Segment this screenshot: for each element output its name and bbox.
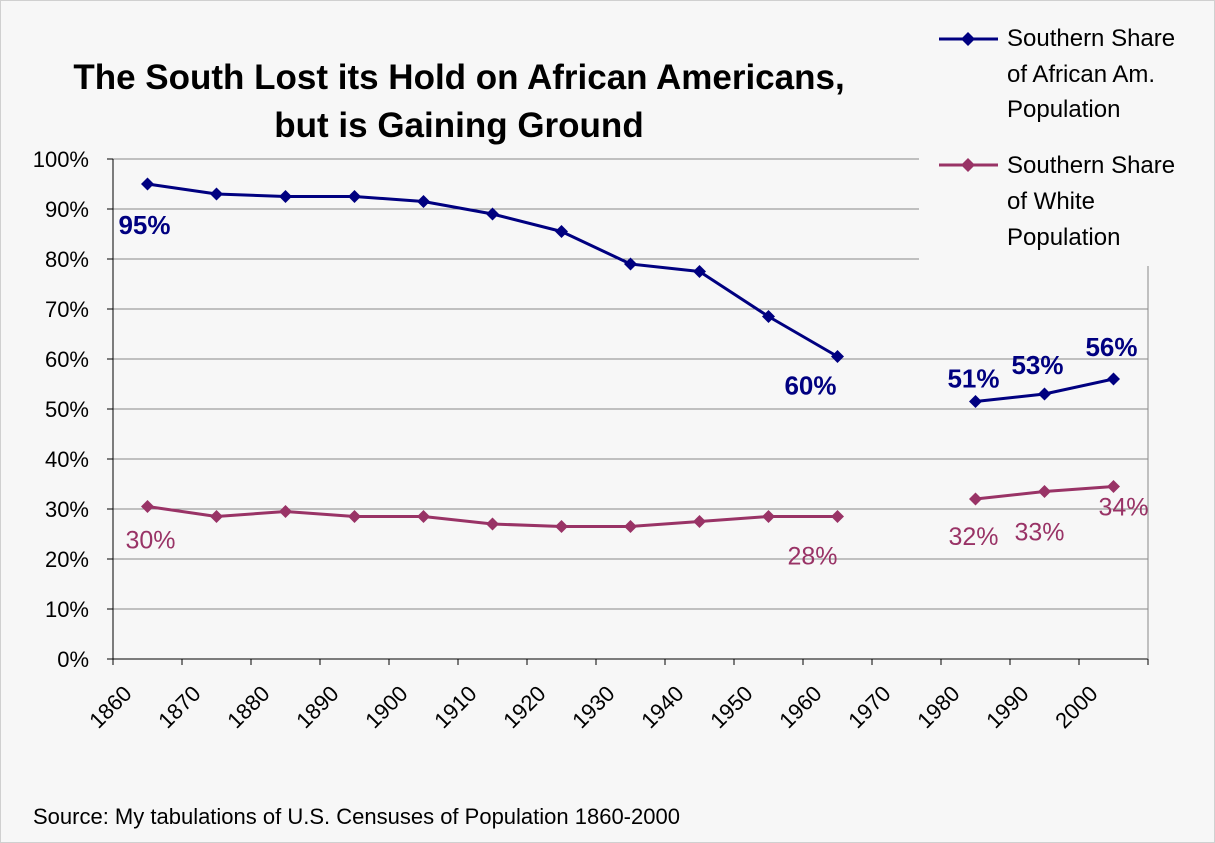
data-point-marker (417, 510, 430, 523)
y-tick-label: 10% (45, 597, 89, 622)
y-tick-label: 100% (33, 147, 89, 172)
y-tick-label: 40% (45, 447, 89, 472)
x-tick-label: 1960 (774, 681, 826, 733)
y-tick-label: 80% (45, 247, 89, 272)
data-point-marker (831, 510, 844, 523)
data-point-marker (762, 310, 775, 323)
x-tick-label: 1910 (429, 681, 481, 733)
x-tick-label: 1990 (981, 681, 1033, 733)
data-point-marker (486, 517, 499, 531)
x-tick-label: 1970 (843, 681, 895, 733)
data-point-marker (624, 257, 637, 271)
data-point-marker (141, 500, 154, 513)
x-tick-label: 1920 (498, 681, 550, 733)
y-tick-label: 60% (45, 347, 89, 372)
data-label: 95% (118, 210, 170, 240)
y-tick-label: 0% (57, 647, 89, 672)
legend-label-african-american-line2: of African Am. (1007, 61, 1155, 88)
data-point-marker (486, 207, 499, 221)
data-labels: 95% 60% 51% 53% 56% 30% 28% 32% 33% 34% (118, 210, 1148, 571)
x-tick-label: 1890 (291, 681, 343, 733)
legend-label-african-american-line3: Population (1007, 96, 1120, 123)
data-point-marker (279, 190, 292, 203)
series-1 (141, 480, 1120, 533)
legend-label-african-american-line1: Southern Share (1007, 25, 1175, 52)
y-tick-label: 90% (45, 197, 89, 222)
data-point-marker (762, 510, 775, 523)
series (141, 177, 1120, 533)
data-point-marker (210, 187, 223, 201)
axes (112, 159, 1149, 660)
data-point-marker (555, 225, 568, 238)
source-note: Source: My tabulations of U.S. Censuses … (33, 804, 680, 829)
data-label: 32% (948, 523, 998, 551)
x-tick-label: 1930 (567, 681, 619, 733)
data-point-marker (417, 195, 430, 208)
data-point-marker (693, 265, 706, 278)
legend-label-white-line3: Population (1007, 224, 1120, 251)
data-point-marker (279, 505, 292, 518)
x-tick-label: 1900 (360, 681, 412, 733)
data-label: 51% (947, 364, 999, 394)
x-tick-label: 1870 (153, 681, 205, 733)
data-label: 28% (787, 543, 837, 571)
data-point-marker (969, 492, 982, 506)
x-tick-label: 1950 (705, 681, 757, 733)
data-point-marker (1107, 372, 1120, 386)
y-tick-label: 20% (45, 547, 89, 572)
data-point-marker (969, 395, 982, 408)
x-tick-label: 2000 (1050, 681, 1102, 733)
data-label: 53% (1011, 350, 1063, 380)
legend-label-white-line1: Southern Share (1007, 152, 1175, 179)
x-tick-label: 1980 (912, 681, 964, 733)
data-point-marker (1107, 480, 1120, 493)
x-tick-label: 1940 (636, 681, 688, 733)
chart-title-line2: but is Gaining Ground (274, 106, 643, 145)
x-tick-label: 1860 (84, 681, 136, 733)
data-label: 30% (125, 527, 175, 555)
data-label: 56% (1085, 332, 1137, 362)
chart-title-line1: The South Lost its Hold on African Ameri… (73, 58, 844, 97)
y-tick-labels: 0% 10% 20% 30% 40% 50% 60% 70% 80% 90% 100% (33, 147, 89, 672)
data-point-marker (624, 520, 637, 533)
data-point-marker (348, 190, 361, 203)
data-label: 60% (784, 371, 836, 401)
data-point-marker (210, 510, 223, 523)
legend-label-white-line2: of White (1007, 188, 1095, 215)
data-point-marker (693, 515, 706, 528)
legend: Southern Share of African Am. Population… (939, 25, 1175, 251)
legend-entry-african-american: Southern Share of African Am. Population (939, 25, 1175, 123)
data-point-marker (555, 520, 568, 533)
data-label: 34% (1098, 494, 1148, 522)
data-point-marker (141, 177, 154, 191)
data-point-marker (1038, 387, 1051, 401)
data-point-marker (831, 350, 844, 363)
x-tick-label: 1880 (222, 681, 274, 733)
data-point-marker (1038, 485, 1051, 498)
legend-marker-african-american (961, 32, 975, 46)
legend-marker-white (961, 158, 975, 172)
data-label: 33% (1014, 519, 1064, 547)
y-tick-label: 70% (45, 297, 89, 322)
legend-entry-white: Southern Share of White Population (939, 152, 1175, 251)
series-0 (141, 177, 1120, 408)
y-tick-label: 50% (45, 397, 89, 422)
y-tick-label: 30% (45, 497, 89, 522)
legend-box (919, 15, 1212, 265)
data-point-marker (348, 510, 361, 523)
x-tick-labels: 1860 1870 1880 1890 1900 1910 1920 1930 1940 1950… (84, 681, 1102, 733)
